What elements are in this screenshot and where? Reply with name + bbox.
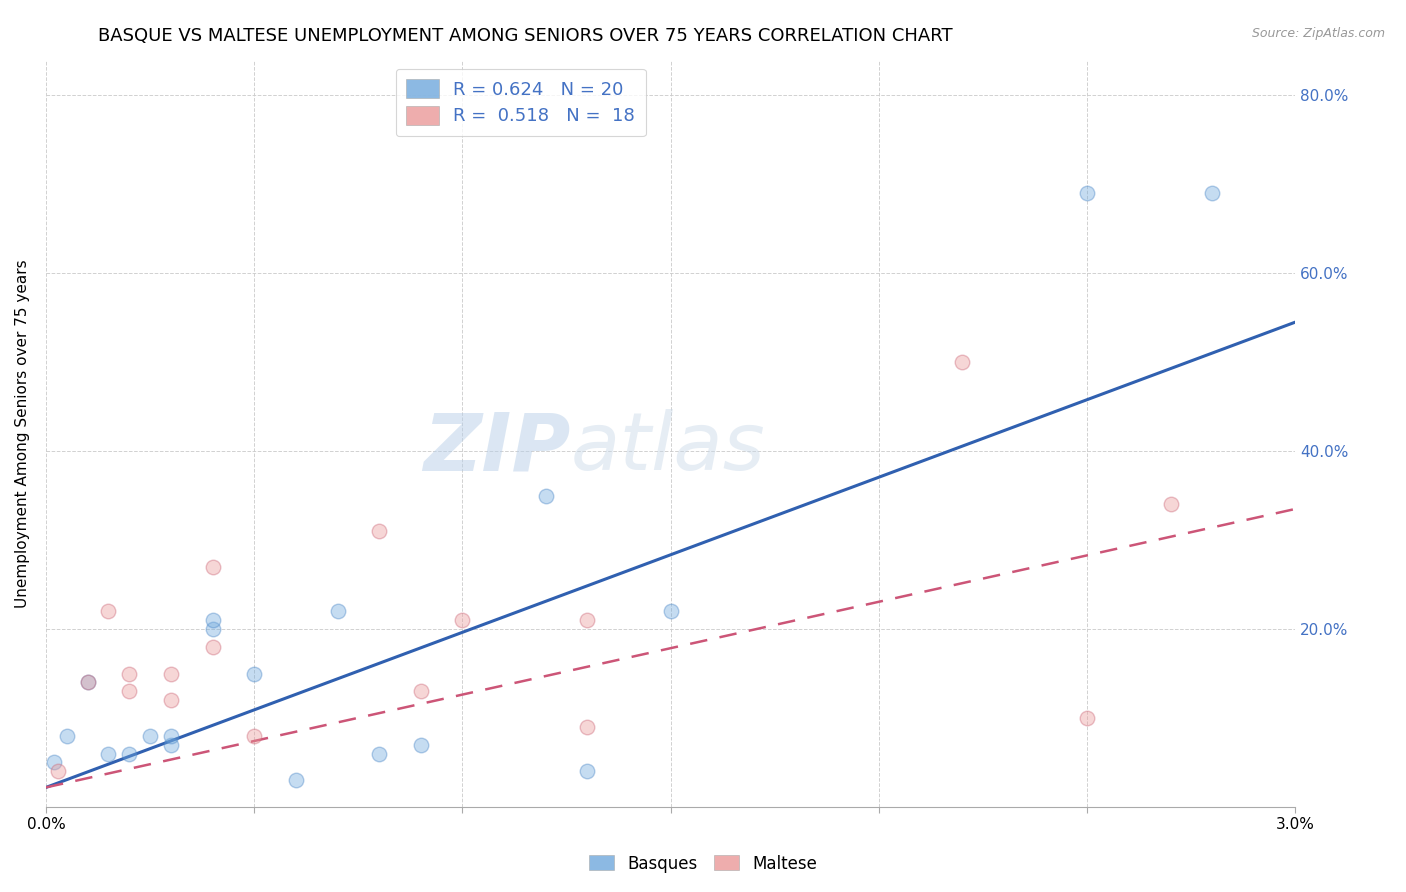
Legend: R = 0.624   N = 20, R =  0.518   N =  18: R = 0.624 N = 20, R = 0.518 N = 18 [395,69,645,136]
Point [284,773,307,788]
Point [160,693,183,707]
Point [368,747,391,761]
Point [243,666,266,681]
Point [659,604,682,618]
Point [76,675,98,690]
Point [48,764,70,779]
Point [44,756,66,770]
Point [201,640,224,654]
Point [1076,711,1098,725]
Text: atlas: atlas [571,409,765,487]
Point [1201,186,1223,200]
Text: BASQUE VS MALTESE UNEMPLOYMENT AMONG SENIORS OVER 75 YEARS CORRELATION CHART: BASQUE VS MALTESE UNEMPLOYMENT AMONG SEN… [98,27,953,45]
Point [139,729,162,743]
Point [534,489,557,503]
Point [118,666,141,681]
Point [1160,498,1182,512]
Point [576,613,599,627]
Point [160,729,183,743]
Text: Source: ZipAtlas.com: Source: ZipAtlas.com [1251,27,1385,40]
Point [368,524,391,538]
Legend: Basques, Maltese: Basques, Maltese [582,848,824,880]
Point [118,747,141,761]
Point [118,684,141,698]
Point [76,675,98,690]
Point [950,355,973,369]
Text: ZIP: ZIP [423,409,571,487]
Y-axis label: Unemployment Among Seniors over 75 years: Unemployment Among Seniors over 75 years [15,259,30,607]
Point [201,613,224,627]
Point [201,559,224,574]
Point [56,729,79,743]
Point [201,622,224,636]
Point [1076,186,1098,200]
Point [97,604,120,618]
Point [576,764,599,779]
Point [160,738,183,752]
Point [409,738,432,752]
Point [409,684,432,698]
Point [451,613,474,627]
Point [576,720,599,734]
Point [160,666,183,681]
Point [97,747,120,761]
Point [326,604,349,618]
Point [243,729,266,743]
